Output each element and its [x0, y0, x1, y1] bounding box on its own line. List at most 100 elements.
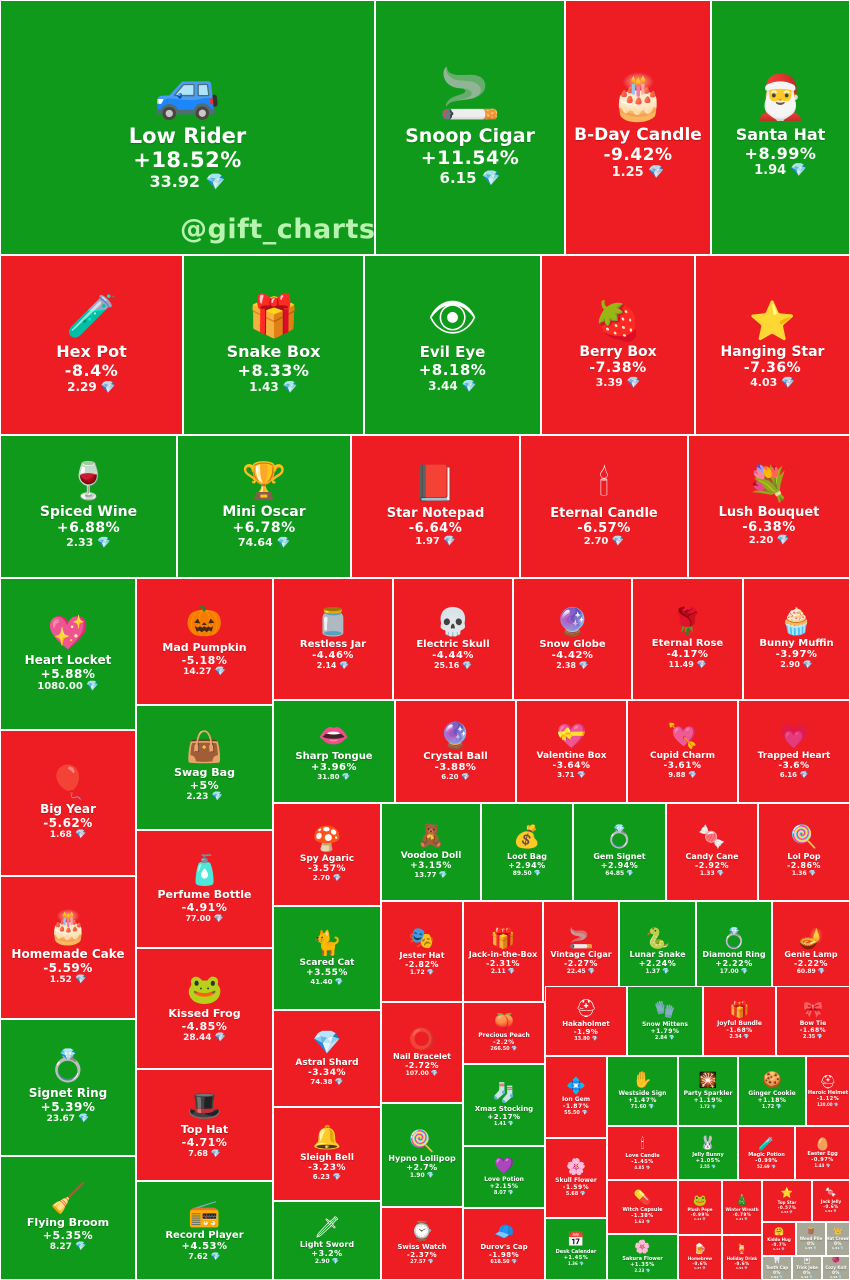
tile-wood-pile[interactable]: 🪵 Wood Pile 0% 1.35 💎 [796, 1222, 826, 1256]
tile-xmas-stocking[interactable]: 🧦 Xmas Stocking +2.17% 1.41 💎 [463, 1064, 545, 1146]
tile-gem-signet[interactable]: 💍 Gem Signet +2.94% 64.85 💎 [573, 803, 666, 901]
tile-easter-egg[interactable]: 🥚 Easter Egg -0.97% 1.44 💎 [795, 1126, 850, 1180]
tile-cozy-knit[interactable]: 🧶 Cozy Knit 0% 1.12 💎 [822, 1256, 850, 1280]
tile-lol-pop[interactable]: 🍭 Lol Pop -2.86% 1.36 💎 [758, 803, 850, 901]
price-value: 2.29 [67, 380, 97, 394]
tile-bunny-muffin[interactable]: 🧁 Bunny Muffin -3.97% 2.90 💎 [743, 578, 850, 700]
tile-swag-bag[interactable]: 👜 Swag Bag +5% 2.23 💎 [136, 705, 273, 830]
tile-star-notepad[interactable]: 📕 Star Notepad -6.64% 1.97 💎 [351, 435, 520, 578]
tile-name: Top Star [777, 1199, 797, 1205]
tile-joyful-bundle[interactable]: 🎁 Joyful Bundle -1.68% 2.34 💎 [703, 986, 776, 1056]
tile-spy-agaric[interactable]: 🍄 Spy Agaric -3.57% 2.70 💎 [273, 803, 381, 906]
tile-lunar-snake[interactable]: 🐍 Lunar Snake +2.24% 1.37 💎 [619, 901, 696, 1002]
tile-name: Sleigh Bell [300, 1153, 354, 1163]
tile-heart-locket[interactable]: 💖 Heart Locket +5.88% 1080.00 💎 [0, 578, 136, 730]
tile-durov-s-cap[interactable]: 🧢 Durov's Cap -1.98% 618.50 💎 [463, 1208, 545, 1280]
tile-hypno-lollipop[interactable]: 🍭 Hypno Lollipop +2.7% 1.90 💎 [381, 1103, 463, 1207]
tile-snow-globe[interactable]: 🔮 Snow Globe -4.42% 2.38 💎 [513, 578, 632, 700]
price-value: 1.36 [791, 870, 807, 877]
tile-snoop-cigar[interactable]: 🚬 Snoop Cigar +11.54% 6.15 💎 [375, 0, 565, 255]
tile-heroic-helmet[interactable]: ⛑ Heroic Helmet -1.12% 120.00 💎 [806, 1056, 850, 1126]
tile-price: 11.49 💎 [668, 660, 706, 669]
tile-voodoo-doll[interactable]: 🧸 Voodoo Doll +3.15% 13.77 💎 [381, 803, 481, 901]
tile-party-sparkler[interactable]: 🎇 Party Sparkler +1.19% 1.72 💎 [678, 1056, 738, 1126]
tile-trapped-heart[interactable]: 💗 Trapped Heart -3.6% 6.16 💎 [738, 700, 850, 803]
diamond-icon: 💎 [208, 792, 223, 802]
homebrew-icon: 🍺 [693, 1244, 707, 1255]
tile-eternal-candle[interactable]: 🕯 Eternal Candle -6.57% 2.70 💎 [520, 435, 688, 578]
tile-westside-sign[interactable]: ✋ Westside Sign +1.47% 71.60 💎 [607, 1056, 678, 1126]
tile-hanging-star[interactable]: ⭐ Hanging Star -7.36% 4.03 💎 [695, 255, 850, 435]
diamond-icon: 💎 [436, 870, 448, 879]
tile-crystal-ball[interactable]: 🔮 Crystal Ball -3.88% 6.20 💎 [395, 700, 516, 803]
tile-price: 2.29 💎 [67, 380, 116, 394]
tile-berry-box[interactable]: 🍓 Berry Box -7.38% 3.39 💎 [541, 255, 695, 435]
tile-b-day-candle[interactable]: 🎂 B-Day Candle -9.42% 1.25 💎 [565, 0, 711, 255]
diamond-icon: 💎 [800, 660, 813, 669]
tile-sharp-tongue[interactable]: 👄 Sharp Tongue +3.96% 31.80 💎 [273, 700, 395, 803]
tile-price: 1.72 💎 [762, 1104, 782, 1110]
tile-magic-potion[interactable]: 🧪 Magic Potion -0.99% 52.69 💎 [738, 1126, 795, 1180]
tile-desk-calendar[interactable]: 📅 Desk Calendar +1.45% 1.36 💎 [545, 1218, 607, 1280]
tile-witch-capsule[interactable]: 💊 Witch Capsule -1.38% 1.63 💎 [607, 1180, 678, 1234]
tile-mad-pumpkin[interactable]: 🎃 Mad Pumpkin -5.18% 14.27 💎 [136, 578, 273, 705]
tile-jack-in-the-box[interactable]: 🎁 Jack-in-the-Box -2.31% 2.11 💎 [463, 901, 543, 1002]
tile-bow-tie[interactable]: 🎀 Bow Tie -1.68% 2.35 💎 [776, 986, 850, 1056]
tile-eternal-rose[interactable]: 🌹 Eternal Rose -4.17% 11.49 💎 [632, 578, 743, 700]
tile-skull-flower[interactable]: 🌸 Skull Flower -1.59% 5.68 💎 [545, 1138, 607, 1218]
tile-loot-bag[interactable]: 💰 Loot Bag +2.94% 89.50 💎 [481, 803, 573, 901]
tile-holiday-drink[interactable]: 🍹 Holiday Drink -0.6% 1.54 💎 [722, 1235, 762, 1280]
tile-mini-oscar[interactable]: 🏆 Mini Oscar +6.78% 74.64 💎 [177, 435, 351, 578]
tile-ion-gem[interactable]: 💠 Ion Gem -1.87% 55.50 💎 [545, 1056, 607, 1138]
tile-love-candle[interactable]: 🕯 Love Candle -1.45% 4.85 💎 [607, 1126, 678, 1180]
tile-big-year[interactable]: 🎈 Big Year -5.62% 1.68 💎 [0, 730, 136, 876]
tile-sleigh-bell[interactable]: 🔔 Sleigh Bell -3.23% 6.23 💎 [273, 1107, 381, 1201]
tile-cupid-charm[interactable]: 💘 Cupid Charm -3.61% 9.88 💎 [627, 700, 738, 803]
tile-price: 1.11 💎 [773, 1247, 785, 1251]
tile-lush-bouquet[interactable]: 💐 Lush Bouquet -6.38% 2.20 💎 [688, 435, 850, 578]
tile-trick-joke[interactable]: 🃏 Trick Joke 0% 1.12 💎 [792, 1256, 822, 1280]
tile-sakura-flower[interactable]: 🌸 Sakura Flower +1.35% 2.23 💎 [607, 1234, 678, 1280]
tile-homemade-cake[interactable]: 🎂 Homemade Cake -5.59% 1.52 💎 [0, 876, 136, 1019]
tile-ginger-cookie[interactable]: 🍪 Ginger Cookie +1.18% 1.72 💎 [738, 1056, 806, 1126]
tile-spiced-wine[interactable]: 🍷 Spiced Wine +6.88% 2.33 💎 [0, 435, 177, 578]
tile-santa-hat[interactable]: 🎅 Santa Hat +8.99% 1.94 💎 [711, 0, 850, 255]
tile-snake-box[interactable]: 🎁 Snake Box +8.33% 1.43 💎 [183, 255, 364, 435]
tile-astral-shard[interactable]: 💎 Astral Shard -3.34% 74.38 💎 [273, 1010, 381, 1107]
tile-hat-crown[interactable]: 👑 Hat Crown 0% 1.41 💎 [826, 1222, 850, 1256]
tile-plush-pepe[interactable]: 🐸 Plush Pepe -0.99% 1.11 💎 [678, 1180, 722, 1235]
tile-top-hat[interactable]: 🎩 Top Hat -4.71% 7.68 💎 [136, 1069, 273, 1181]
tile-scared-cat[interactable]: 🐈 Scared Cat +3.55% 41.40 💎 [273, 906, 381, 1010]
tile-nail-bracelet[interactable]: ⭕ Nail Bracelet -2.72% 107.00 💎 [381, 1002, 463, 1103]
tile-flying-broom[interactable]: 🧹 Flying Broom +5.35% 8.27 💎 [0, 1156, 136, 1280]
tile-hakaholmet[interactable]: ⛑ Hakaholmet -1.9% 33.80 💎 [545, 986, 627, 1056]
tile-kiddo-hug[interactable]: 🤗 Kiddo Hug -0.7% 1.11 💎 [762, 1222, 796, 1256]
tile-record-player[interactable]: 📻 Record Player +4.53% 7.62 💎 [136, 1181, 273, 1280]
tile-jack-jelly[interactable]: 🍬 Jack Jelly -0.6% 1.52 💎 [812, 1180, 850, 1222]
tile-kissed-frog[interactable]: 🐸 Kissed Frog -4.85% 28.44 💎 [136, 948, 273, 1069]
tile-homebrew[interactable]: 🍺 Homebrew -0.6% 1.37 💎 [678, 1235, 722, 1280]
tile-precious-peach[interactable]: 🍑 Precious Peach -2.2% 266.50 💎 [463, 1002, 545, 1064]
tile-valentine-box[interactable]: 💝 Valentine Box -3.64% 3.71 💎 [516, 700, 627, 803]
tile-light-sword[interactable]: 🗡 Light Sword +3.2% 2.90 💎 [273, 1201, 381, 1280]
tile-low-rider[interactable]: 🚙 Low Rider +18.52% 33.92 💎 [0, 0, 375, 255]
price-value: 2.90 [780, 660, 800, 669]
tile-hex-pot[interactable]: 🧪 Hex Pot -8.4% 2.29 💎 [0, 255, 183, 435]
tile-winter-wreath[interactable]: 🎄 Winter Wreath -0.79% 1.21 💎 [722, 1180, 762, 1235]
tile-restless-jar[interactable]: 🫙 Restless Jar -4.46% 2.14 💎 [273, 578, 393, 700]
tile-perfume-bottle[interactable]: 🧴 Perfume Bottle -4.91% 77.00 💎 [136, 830, 273, 948]
tile-evil-eye[interactable]: 👁 Evil Eye +8.18% 3.44 💎 [364, 255, 541, 435]
tile-jelly-bunny[interactable]: 🐰 Jelly Bunny +1.05% 2.55 💎 [678, 1126, 738, 1180]
tile-electric-skull[interactable]: 💀 Electric Skull -4.44% 25.16 💎 [393, 578, 513, 700]
tile-jester-hat[interactable]: 🎭 Jester Hat -2.82% 1.72 💎 [381, 901, 463, 1002]
tile-tooth-cap[interactable]: 🦷 Tooth Cap 0% 1.61 💎 [762, 1256, 792, 1280]
tile-swiss-watch[interactable]: ⌚ Swiss Watch -2.37% 27.57 💎 [381, 1207, 463, 1280]
tile-genie-lamp[interactable]: 🪔 Genie Lamp -2.22% 60.89 💎 [772, 901, 850, 1002]
tile-top-star[interactable]: ⭐ Top Star -0.57% 1.53 💎 [762, 1180, 812, 1222]
tile-signet-ring[interactable]: 💍 Signet Ring +5.39% 23.67 💎 [0, 1019, 136, 1156]
tile-vintage-cigar[interactable]: 🚬 Vintage Cigar -2.27% 22.45 💎 [543, 901, 619, 1002]
tile-snow-mittens[interactable]: 🧤 Snow Mittens +1.79% 2.84 💎 [627, 986, 703, 1056]
tile-candy-cane[interactable]: 🍬 Candy Cane -2.92% 1.33 💎 [666, 803, 758, 901]
tile-love-potion[interactable]: 💜 Love Potion +2.15% 8.07 💎 [463, 1146, 545, 1208]
tile-diamond-ring[interactable]: 💍 Diamond Ring +2.22% 17.00 💎 [696, 901, 772, 1002]
